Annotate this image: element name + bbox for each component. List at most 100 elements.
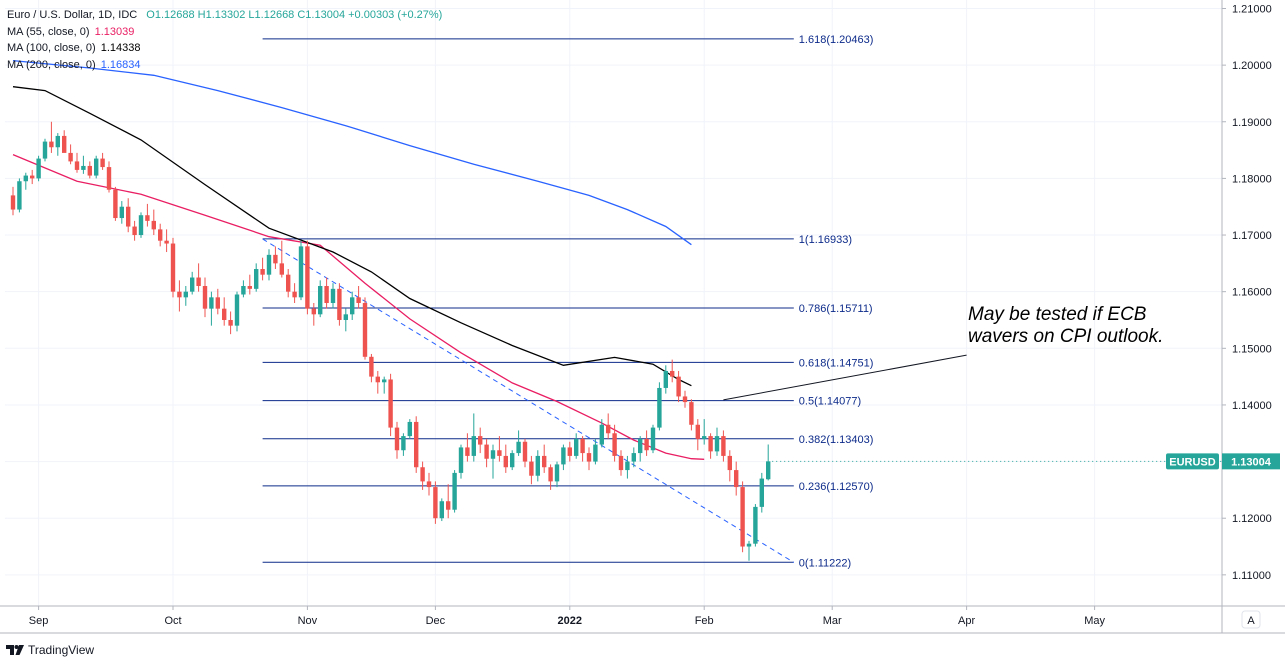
candle-body[interactable] (126, 206, 131, 227)
annotation-text-line2[interactable]: wavers on CPI outlook. (968, 326, 1163, 347)
candle-body[interactable] (273, 254, 278, 264)
candle-body[interactable] (106, 167, 112, 190)
candle-body[interactable] (254, 269, 259, 289)
candle-body[interactable] (388, 379, 393, 428)
candle-body[interactable] (529, 461, 534, 476)
candle-body[interactable] (401, 436, 406, 451)
candle-body[interactable] (638, 438, 643, 454)
candle-body[interactable] (471, 436, 476, 456)
candle-body[interactable] (369, 356, 374, 377)
candle-body[interactable] (766, 461, 771, 480)
candle-body[interactable] (535, 455, 540, 476)
candle-body[interactable] (74, 161, 80, 170)
footer-brand[interactable]: TradingView (6, 643, 94, 657)
candle-body[interactable] (759, 478, 764, 507)
candle-body[interactable] (164, 240, 169, 244)
candle-body[interactable] (727, 455, 732, 471)
candle-body[interactable] (305, 246, 310, 309)
candle-body[interactable] (318, 286, 323, 315)
candle-body[interactable] (522, 441, 528, 462)
candle-body[interactable] (132, 226, 137, 236)
candle-body[interactable] (266, 254, 272, 275)
candle-body[interactable] (490, 450, 496, 459)
candle-body[interactable] (426, 481, 432, 488)
candle-body[interactable] (548, 467, 553, 482)
candle-body[interactable] (644, 438, 649, 451)
candle-body[interactable] (446, 501, 451, 510)
candle-body[interactable] (734, 470, 739, 488)
candle-body[interactable] (196, 277, 201, 287)
candle-body[interactable] (618, 455, 624, 471)
annotation-text-line1[interactable]: May be tested if ECB (968, 304, 1147, 325)
candle-body[interactable] (145, 215, 150, 221)
candle-body[interactable] (55, 135, 60, 148)
candle-body[interactable] (350, 297, 355, 315)
candle-body[interactable] (606, 424, 611, 434)
candle-body[interactable] (337, 288, 342, 320)
candle-body[interactable] (484, 444, 489, 459)
candle-body[interactable] (599, 424, 604, 445)
candle-body[interactable] (433, 487, 438, 519)
candle-body[interactable] (394, 427, 400, 451)
candle-body[interactable] (324, 286, 329, 303)
candle-body[interactable] (215, 297, 220, 309)
candle-body[interactable] (554, 464, 560, 482)
candle-body[interactable] (247, 286, 252, 289)
candle-body[interactable] (503, 455, 508, 468)
auto-scale-button[interactable] (1241, 610, 1261, 629)
candle-body[interactable] (414, 421, 419, 468)
candle-body[interactable] (676, 376, 681, 397)
candle-body[interactable] (260, 269, 265, 275)
candle-body[interactable] (202, 286, 208, 309)
candle-body[interactable] (465, 447, 470, 456)
candle-body[interactable] (23, 175, 28, 182)
candle-body[interactable] (593, 444, 598, 462)
candle-body[interactable] (279, 263, 284, 275)
candle-body[interactable] (740, 487, 745, 547)
candle-body[interactable] (746, 543, 752, 547)
candle-body[interactable] (625, 461, 630, 471)
candle-body[interactable] (36, 158, 41, 179)
candle-body[interactable] (10, 195, 16, 210)
candle-body[interactable] (234, 294, 240, 326)
candle-body[interactable] (138, 215, 144, 236)
candle-body[interactable] (702, 436, 707, 439)
candle-body[interactable] (356, 297, 361, 303)
candle-body[interactable] (113, 189, 118, 219)
candle-body[interactable] (292, 291, 297, 298)
candle-body[interactable] (670, 370, 675, 377)
candle-body[interactable] (375, 376, 380, 383)
candle-body[interactable] (100, 158, 105, 168)
candle-body[interactable] (151, 220, 156, 230)
candle-body[interactable] (689, 402, 694, 425)
candle-body[interactable] (177, 291, 182, 298)
candle-body[interactable] (62, 135, 67, 153)
candle-body[interactable] (516, 441, 521, 454)
candle-body[interactable] (222, 308, 227, 320)
candle-body[interactable] (42, 141, 48, 159)
ma55-legend[interactable]: MA (55, close, 0) 1.13039 (7, 24, 442, 41)
last-price-badge[interactable] (1222, 453, 1280, 470)
candle-body[interactable] (631, 453, 636, 462)
candle-body[interactable] (330, 288, 336, 303)
candle-body[interactable] (420, 467, 425, 482)
candle-body[interactable] (714, 436, 720, 452)
candle-body[interactable] (241, 286, 246, 295)
candle-body[interactable] (209, 297, 214, 309)
candle-body[interactable] (708, 436, 713, 452)
ma200-line[interactable] (12, 59, 692, 246)
candle-body[interactable] (298, 246, 304, 298)
candle-body[interactable] (382, 379, 387, 383)
candle-body[interactable] (183, 291, 188, 298)
candle-body[interactable] (663, 370, 668, 388)
candle-body[interactable] (228, 319, 233, 326)
candle-body[interactable] (286, 274, 291, 292)
symbol-badge[interactable] (1166, 453, 1219, 470)
candle-body[interactable] (87, 165, 92, 176)
candle-body[interactable] (580, 438, 585, 454)
candle-body[interactable] (158, 229, 163, 241)
candle-body[interactable] (753, 506, 758, 544)
ma200-legend[interactable]: MA (200, close, 0) 1.16834 (7, 57, 442, 74)
